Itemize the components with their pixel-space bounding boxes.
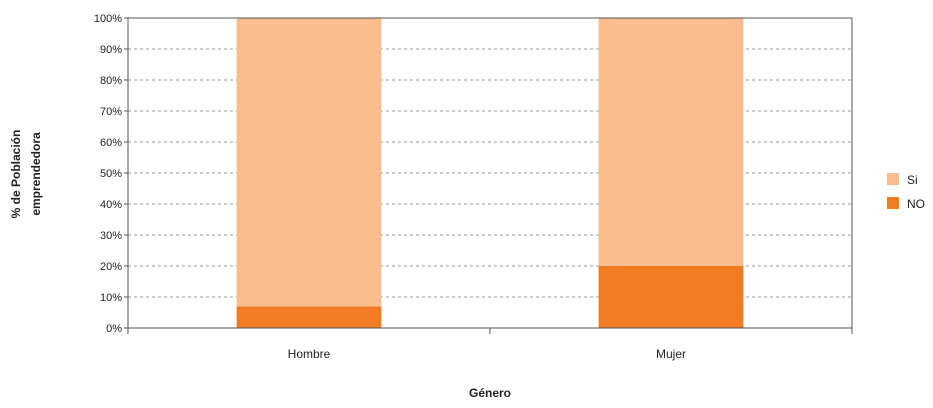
y-axis-label-line-2: emprendedora — [29, 132, 43, 216]
y-tick-label: 10% — [100, 292, 122, 304]
y-axis-label-line-1: % de Población — [9, 130, 23, 219]
bars — [236, 18, 744, 328]
bar-segment-si-hombre — [236, 18, 382, 307]
legend-label-no: NO — [907, 197, 925, 211]
y-tick-label: 100% — [94, 13, 122, 25]
legend-swatch-no — [887, 197, 899, 209]
legend-label-si: Si — [907, 173, 918, 187]
y-tick-label: 70% — [100, 106, 122, 118]
bar-segment-no-hombre — [236, 306, 382, 328]
y-tick-label: 0% — [106, 323, 122, 335]
y-tick-label: 80% — [100, 75, 122, 87]
y-tick-label: 90% — [100, 44, 122, 56]
y-tick-label: 50% — [100, 168, 122, 180]
bar-segment-si-mujer — [598, 18, 744, 266]
y-tick-label: 40% — [100, 199, 122, 211]
x-tick-labels: Hombre Mujer — [288, 347, 686, 361]
y-tick-label: 30% — [100, 230, 122, 242]
legend: Si NO — [887, 173, 925, 211]
x-axis-label: Género — [469, 386, 511, 400]
y-tick-label: 20% — [100, 261, 122, 273]
axes — [124, 17, 853, 334]
legend-swatch-si — [887, 173, 899, 185]
x-tick-label: Hombre — [288, 347, 331, 361]
y-tick-label: 60% — [100, 137, 122, 149]
bar-segment-no-mujer — [598, 266, 744, 328]
y-tick-labels: 0% 10% 20% 30% 40% 50% 60% 70% 80% 90% 100% — [94, 13, 122, 335]
x-tick-label: Mujer — [656, 347, 686, 361]
